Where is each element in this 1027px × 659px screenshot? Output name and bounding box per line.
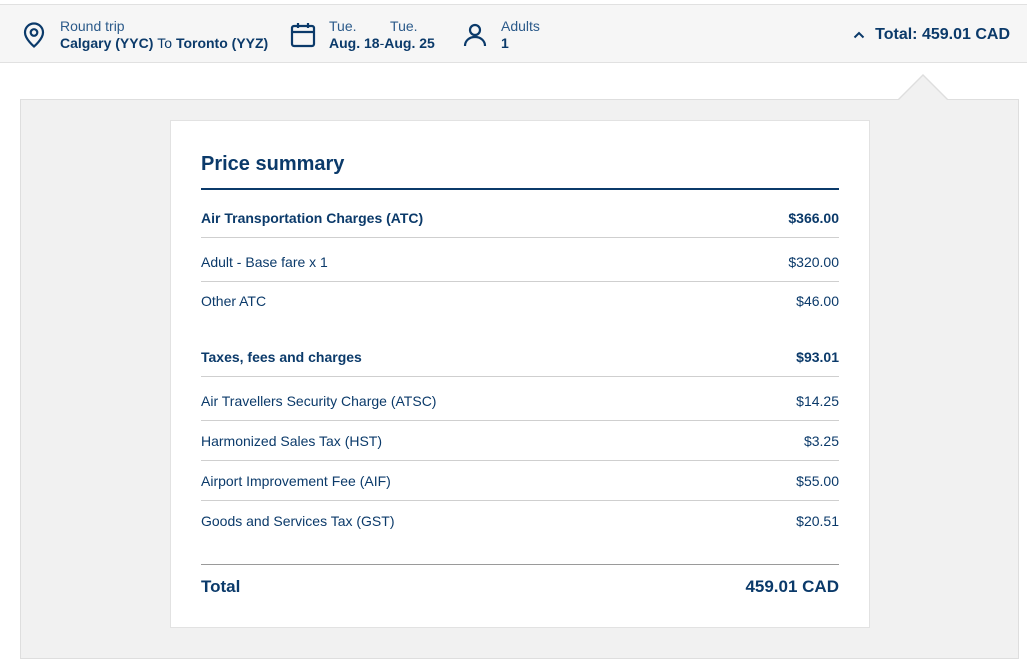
taxes-label: Taxes, fees and charges: [201, 348, 362, 365]
atc-label: Air Transportation Charges (ATC): [201, 209, 424, 226]
depart-date: Aug. 18: [329, 34, 380, 51]
tax-item-value: $55.00: [796, 472, 839, 489]
tax-item-value: $3.25: [803, 432, 839, 449]
tax-item-row: Harmonized Sales Tax (HST) $3.25: [201, 421, 839, 461]
total-toggle-button[interactable]: Total: 459.01 CAD: [853, 5, 1010, 64]
origin: Calgary (YYC): [60, 34, 154, 51]
passengers-label: Adults: [501, 17, 540, 34]
price-summary-card: Price summary Air Transportation Charges…: [170, 120, 870, 628]
base-fare-label: Adult - Base fare x 1: [201, 253, 328, 270]
passengers-count: 1: [501, 34, 509, 51]
passengers-segment: Adults 1: [461, 5, 540, 64]
total-divider: [201, 564, 839, 565]
atc-row: Air Transportation Charges (ATC) $366.00: [201, 198, 839, 238]
header-total: Total: 459.01 CAD: [875, 25, 1010, 43]
to-word: To: [157, 34, 173, 51]
total-value: 459.01 CAD: [745, 577, 839, 596]
tax-item-value: $20.51: [796, 513, 839, 529]
depart-day: Tue.: [329, 17, 357, 34]
atc-value: $366.00: [788, 209, 839, 226]
taxes-value: $93.01: [796, 348, 839, 365]
tax-item-label: Harmonized Sales Tax (HST): [201, 432, 383, 449]
other-atc-row: Other ATC $46.00: [201, 281, 839, 321]
location-pin-icon: [20, 21, 48, 49]
destination: Toronto (YYZ): [175, 34, 269, 51]
tax-item-label: Airport Improvement Fee (AIF): [201, 472, 391, 489]
tax-item-value: $14.25: [796, 392, 839, 409]
total-label: Total: [201, 577, 241, 596]
chevron-up-icon: [853, 26, 865, 44]
trip-summary-bar: Round trip Calgary (YYC) To Toronto (YYZ…: [0, 4, 1027, 63]
date-separator: -: [379, 34, 385, 51]
trip-type: Round trip: [60, 17, 125, 34]
title-divider: [201, 188, 839, 190]
base-fare-value: $320.00: [788, 253, 839, 270]
panel-pointer-fill: [898, 76, 948, 101]
return-day: Tue.: [390, 17, 418, 34]
base-fare-row: Adult - Base fare x 1 $320.00: [201, 242, 839, 282]
other-atc-value: $46.00: [796, 293, 839, 309]
dates-segment: Tue. Tue. Aug. 18-Aug. 25: [289, 5, 435, 64]
tax-item-label: Goods and Services Tax (GST): [201, 513, 395, 529]
tax-item-row: Goods and Services Tax (GST) $20.51: [201, 501, 839, 541]
total-row: Total 459.01 CAD: [201, 573, 839, 601]
taxes-row: Taxes, fees and charges $93.01: [201, 337, 839, 377]
tax-item-label: Air Travellers Security Charge (ATSC): [201, 392, 437, 409]
route-segment: Round trip Calgary (YYC) To Toronto (YYZ…: [20, 5, 268, 64]
person-icon: [461, 21, 489, 49]
calendar-icon: [289, 21, 317, 49]
tax-item-row: Airport Improvement Fee (AIF) $55.00: [201, 461, 839, 501]
return-date: Aug. 25: [384, 34, 435, 51]
price-summary-title: Price summary: [201, 153, 345, 175]
tax-item-row: Air Travellers Security Charge (ATSC) $1…: [201, 381, 839, 421]
other-atc-label: Other ATC: [201, 293, 267, 309]
